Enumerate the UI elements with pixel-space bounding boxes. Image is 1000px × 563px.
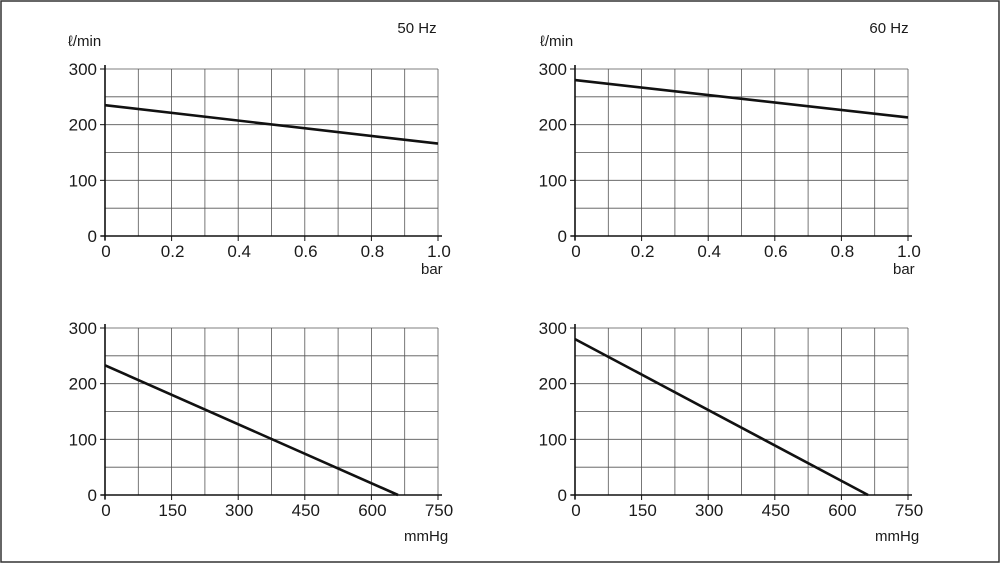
x-axis-unit: mmHg <box>404 528 448 545</box>
chart-panel-bottom-left: 0 150 300 450 600 750 0 100 200 300 mmHg <box>69 319 454 545</box>
series-line <box>574 337 869 497</box>
x-axis-unit: bar <box>893 261 915 278</box>
y-axis-unit: ℓ/min <box>540 33 573 50</box>
x-tick-label: 0.2 <box>631 242 655 261</box>
series-line-layer <box>574 78 909 119</box>
x-tick-label: 0 <box>101 501 110 520</box>
x-tick-label: 0.6 <box>764 242 788 261</box>
x-axis-unit: bar <box>421 261 443 278</box>
y-tick-label: 200 <box>69 375 97 394</box>
y-tick-label: 0 <box>88 227 97 246</box>
x-tick-label: 150 <box>628 501 656 520</box>
x-tick-label: 0 <box>101 242 110 261</box>
y-axis-unit: ℓ/min <box>68 33 101 50</box>
x-tick-label: 1.0 <box>897 242 921 261</box>
y-tick-label: 100 <box>69 171 97 190</box>
series-line <box>574 78 909 119</box>
x-tick-label: 0 <box>571 501 580 520</box>
y-tick-label: 300 <box>539 319 567 338</box>
x-tick-label: 1.0 <box>427 242 451 261</box>
y-tick-label: 300 <box>69 319 97 338</box>
frequency-label: 50 Hz <box>397 20 436 37</box>
series-line-layer <box>104 103 439 145</box>
y-tick-label: 200 <box>539 375 567 394</box>
x-tick-labels: 0 150 300 450 600 750 <box>101 501 453 520</box>
y-tick-labels: 0 100 200 300 <box>539 60 567 246</box>
x-tick-label: 300 <box>695 501 723 520</box>
series-line <box>104 364 399 497</box>
series-line <box>104 103 439 145</box>
x-tick-labels: 0 150 300 450 600 750 <box>571 501 923 520</box>
y-tick-labels: 0 100 200 300 <box>539 319 567 505</box>
x-tick-label: 750 <box>895 501 923 520</box>
y-tick-label: 200 <box>69 116 97 135</box>
y-tick-label: 0 <box>558 486 567 505</box>
x-tick-label: 150 <box>158 501 186 520</box>
chart-panel-bottom-right: 0 150 300 450 600 750 0 100 200 300 mmHg <box>539 319 924 545</box>
y-tick-labels: 0 100 200 300 <box>69 319 97 505</box>
x-tick-label: 0.8 <box>361 242 385 261</box>
x-tick-label: 0 <box>571 242 580 261</box>
x-tick-label: 0.2 <box>161 242 185 261</box>
axes <box>570 65 912 241</box>
series-line-layer <box>104 364 399 497</box>
x-tick-label: 0.4 <box>227 242 251 261</box>
x-tick-label: 450 <box>292 501 320 520</box>
x-tick-labels: 0 0.2 0.4 0.6 0.8 1.0 <box>101 242 451 261</box>
y-tick-label: 100 <box>539 430 567 449</box>
x-tick-label: 0.4 <box>697 242 721 261</box>
x-tick-labels: 0 0.2 0.4 0.6 0.8 1.0 <box>571 242 921 261</box>
x-tick-label: 600 <box>358 501 386 520</box>
x-tick-label: 750 <box>425 501 453 520</box>
axes <box>100 65 442 241</box>
x-axis-unit: mmHg <box>875 528 919 545</box>
series-line-layer <box>574 337 869 497</box>
y-tick-label: 0 <box>88 486 97 505</box>
x-tick-label: 0.8 <box>831 242 855 261</box>
x-tick-label: 600 <box>828 501 856 520</box>
x-tick-label: 450 <box>762 501 790 520</box>
axes <box>570 324 912 500</box>
y-tick-label: 300 <box>539 60 567 79</box>
y-tick-labels: 0 100 200 300 <box>69 60 97 246</box>
y-tick-label: 0 <box>558 227 567 246</box>
axes <box>100 324 442 500</box>
frequency-label: 60 Hz <box>869 20 908 37</box>
y-tick-label: 300 <box>69 60 97 79</box>
x-tick-label: 0.6 <box>294 242 318 261</box>
x-tick-label: 300 <box>225 501 253 520</box>
y-tick-label: 100 <box>539 171 567 190</box>
y-tick-label: 200 <box>539 116 567 135</box>
y-tick-label: 100 <box>69 430 97 449</box>
